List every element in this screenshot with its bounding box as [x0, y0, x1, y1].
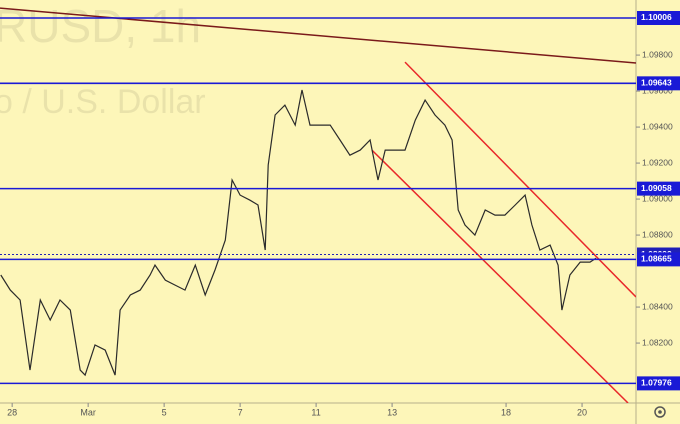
level-line-label-bg	[637, 10, 680, 25]
watermark-description: o / U.S. Dollar	[0, 83, 206, 121]
y-tick-label: 1.09200	[642, 157, 673, 167]
y-tick-label: 1.08200	[642, 337, 673, 347]
y-tick-label: 1.08800	[642, 229, 673, 239]
level-line-label: 1.08665	[641, 254, 672, 264]
level-line-label-bg	[637, 181, 680, 196]
axes: 1.098001.096001.094001.092001.090001.088…	[7, 10, 680, 417]
level-line-label: 1.09058	[641, 183, 672, 193]
x-tick-label: 18	[501, 407, 511, 417]
x-tick-label: 20	[577, 407, 587, 417]
level-line-label-bg	[637, 376, 680, 391]
level-line-label-bg	[637, 76, 680, 91]
x-tick-label: Mar	[80, 407, 96, 417]
trend-line	[404, 61, 636, 298]
level-line-label: 1.10006	[641, 12, 672, 22]
x-tick-label: 13	[387, 407, 397, 417]
x-tick-label: 28	[7, 407, 17, 417]
price-line	[0, 89, 597, 377]
level-line-label: 1.09643	[641, 78, 672, 88]
plot-area	[0, 7, 636, 403]
y-tick-label: 1.08400	[642, 301, 673, 311]
y-tick-label: 1.09400	[642, 121, 673, 131]
watermark-symbol: RUSD, 1h	[0, 0, 201, 52]
settings-icon[interactable]	[654, 406, 666, 418]
level-line-label-bg	[637, 252, 680, 267]
x-tick-label: 7	[238, 407, 243, 417]
y-tick-label: 1.09000	[642, 193, 673, 203]
x-tick-label: 11	[311, 407, 320, 417]
level-line-label: 1.07976	[641, 378, 672, 388]
x-tick-label: 5	[162, 407, 167, 417]
trend-line	[371, 149, 629, 403]
y-tick-label: 1.09800	[642, 49, 673, 59]
